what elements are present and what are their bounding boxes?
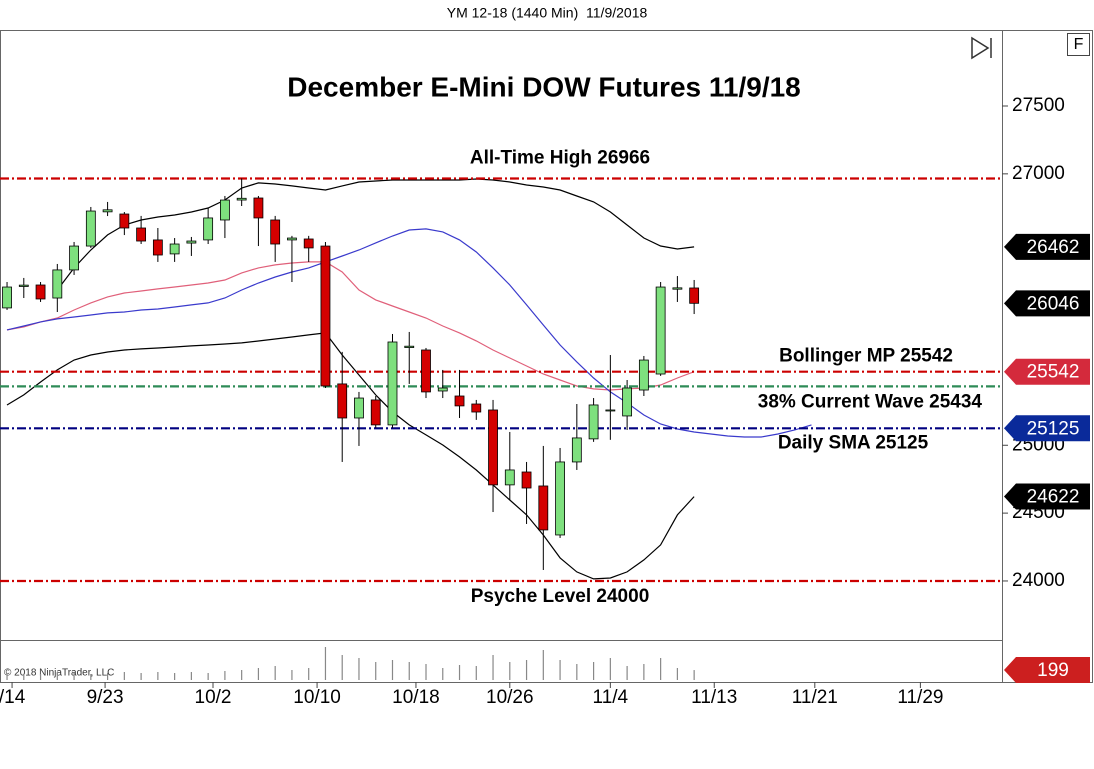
indicator-line bbox=[56, 178, 695, 291]
x-tick-label: 11/21 bbox=[792, 687, 838, 708]
candle-body bbox=[672, 287, 683, 290]
candle-body bbox=[35, 284, 46, 300]
candle-body bbox=[102, 209, 113, 213]
price-tag bbox=[1004, 415, 1090, 442]
candle-body bbox=[370, 399, 381, 426]
candle-body bbox=[85, 210, 96, 247]
x-tick-label: 10/26 bbox=[486, 687, 534, 708]
candle-body bbox=[337, 383, 348, 419]
price-tag-label: 25542 bbox=[1027, 362, 1080, 383]
price-tag bbox=[1004, 290, 1090, 317]
candle-body bbox=[421, 349, 431, 393]
level-label: 38% Current Wave 25434 bbox=[758, 391, 983, 412]
header: YM 12-18 (1440 Min) 11/9/2018 bbox=[447, 5, 648, 21]
x-tick-label: 9/23 bbox=[87, 687, 124, 708]
candle-body bbox=[136, 227, 147, 242]
candle-body bbox=[52, 269, 63, 299]
price-tag bbox=[1004, 483, 1090, 510]
chart-title: December E-Mini DOW Futures 11/9/18 bbox=[287, 71, 801, 102]
candle-body bbox=[504, 469, 515, 486]
candle-body bbox=[387, 341, 398, 426]
candle-body bbox=[655, 286, 666, 375]
candle-body bbox=[69, 245, 79, 271]
x-tick-label: 10/18 bbox=[392, 687, 440, 708]
candle-body bbox=[169, 243, 180, 255]
x-tick-label: 11/13 bbox=[691, 687, 737, 708]
level-label: Bollinger MP 25542 bbox=[779, 346, 953, 367]
candle-body bbox=[521, 471, 532, 489]
play-icon[interactable] bbox=[971, 36, 992, 60]
y-tick-label: 24000 bbox=[1012, 570, 1065, 591]
candle-body bbox=[404, 345, 415, 348]
x-tick-label: 10/2 bbox=[195, 687, 232, 708]
candle-body bbox=[236, 197, 247, 201]
candle-body bbox=[689, 287, 700, 304]
candle-body bbox=[437, 387, 448, 392]
candle-body bbox=[203, 217, 214, 241]
candle-body bbox=[303, 238, 314, 249]
candle-body bbox=[220, 199, 230, 221]
level-label: Daily SMA 25125 bbox=[778, 432, 929, 453]
candle-body bbox=[622, 387, 633, 417]
f-button-label[interactable]: F bbox=[1074, 36, 1084, 53]
candle-body bbox=[555, 461, 565, 536]
price-tag-label: 25125 bbox=[1027, 418, 1080, 439]
candle-body bbox=[571, 437, 582, 463]
x-tick-label: 11/4 bbox=[593, 687, 629, 708]
candle-body bbox=[152, 239, 163, 256]
candle-body bbox=[18, 284, 29, 287]
price-tag bbox=[1004, 657, 1090, 684]
candle-body bbox=[270, 219, 281, 245]
candle-body bbox=[471, 403, 482, 413]
x-tick-label: 10/10 bbox=[293, 687, 341, 708]
candle-body bbox=[186, 240, 197, 244]
candle-body bbox=[2, 286, 12, 309]
candle-body bbox=[638, 359, 649, 391]
level-label: Psyche Level 24000 bbox=[471, 586, 650, 607]
price-tag-label: 26046 bbox=[1027, 293, 1080, 314]
copyright: © 2018 NinjaTrader, LLC bbox=[4, 668, 114, 679]
x-tick-label: 11/29 bbox=[897, 687, 943, 708]
candle-body bbox=[119, 213, 130, 229]
candle-body bbox=[253, 197, 264, 219]
f-button[interactable] bbox=[1067, 33, 1090, 56]
candle-body bbox=[287, 237, 297, 241]
price-tag-label: 24622 bbox=[1027, 487, 1080, 508]
price-tag-label: 26462 bbox=[1027, 237, 1080, 258]
price-tag bbox=[1004, 358, 1090, 385]
y-tick-label: 27000 bbox=[1012, 163, 1065, 184]
candle-body bbox=[320, 245, 331, 387]
y-tick-label: 27500 bbox=[1012, 95, 1065, 116]
price-tag bbox=[1004, 233, 1090, 260]
indicator-line bbox=[6, 332, 695, 580]
x-tick-label: /14 bbox=[0, 687, 26, 708]
candle-body bbox=[605, 409, 616, 412]
candle-body bbox=[488, 409, 498, 486]
candle-body bbox=[538, 485, 549, 531]
indicator-line bbox=[6, 228, 812, 438]
candle-body bbox=[454, 395, 465, 407]
price-tag-label: 199 bbox=[1037, 660, 1069, 681]
candle-body bbox=[354, 397, 364, 419]
candle-body bbox=[588, 404, 599, 440]
plot-area bbox=[0, 177, 1002, 583]
level-label: All-Time High 26966 bbox=[470, 147, 650, 168]
